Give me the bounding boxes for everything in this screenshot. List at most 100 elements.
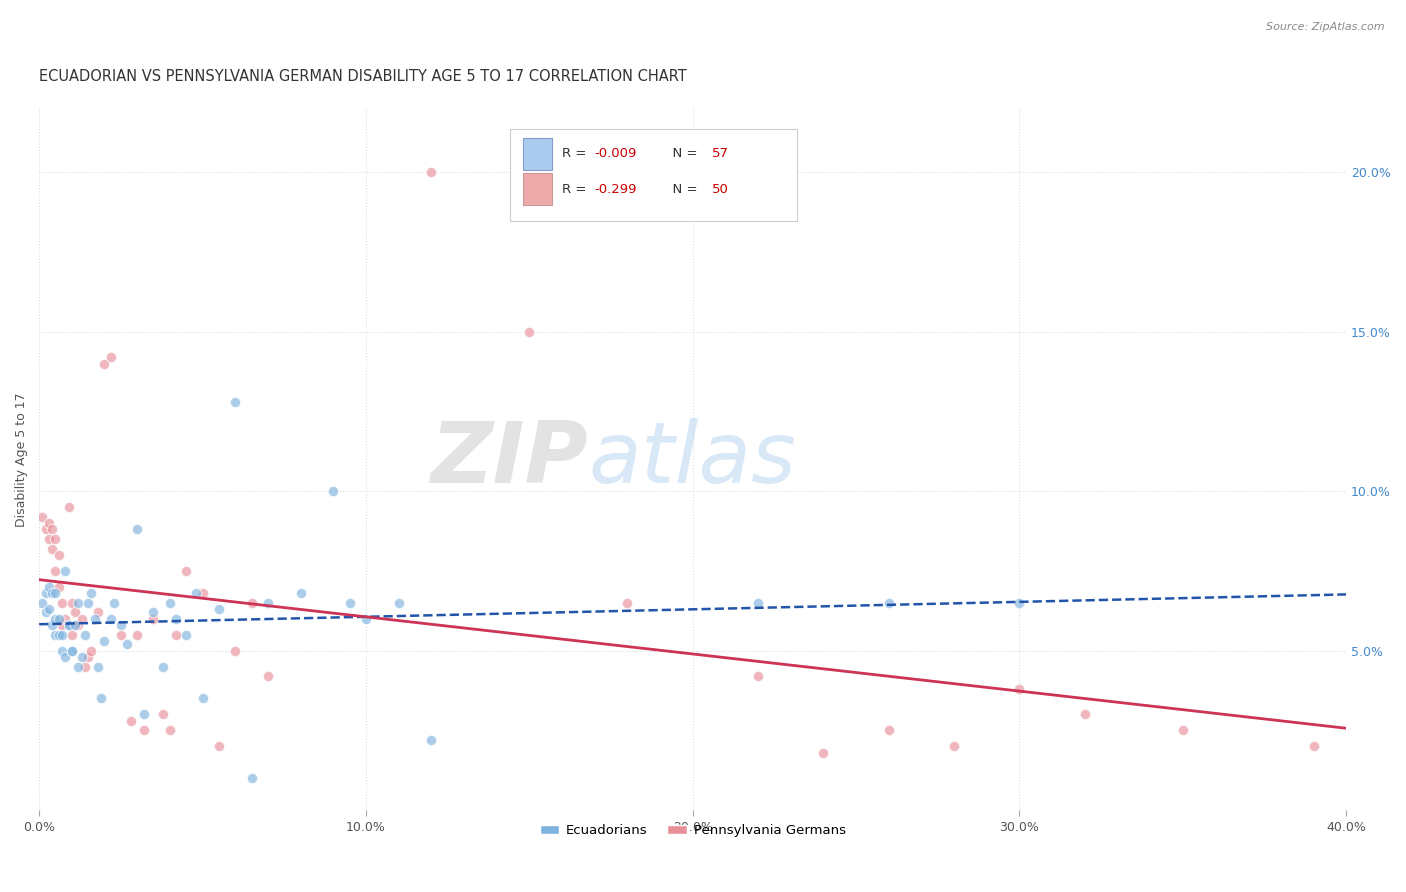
Point: [1074, 707, 1097, 722]
Point: [127, 523, 149, 537]
Point: [44, 564, 66, 578]
Point: [51, 618, 73, 632]
Point: [813, 746, 835, 760]
Text: 50: 50: [713, 183, 730, 195]
Point: [51, 596, 73, 610]
Point: [132, 707, 155, 722]
Point: [322, 484, 344, 499]
Point: [53, 564, 76, 578]
Point: [110, 628, 132, 642]
Text: N =: N =: [664, 147, 702, 161]
Point: [60, 643, 83, 657]
Point: [70, 612, 93, 626]
Text: ZIP: ZIP: [430, 417, 588, 500]
Point: [354, 612, 377, 626]
Point: [240, 771, 263, 785]
Point: [257, 669, 280, 683]
Text: N =: N =: [664, 183, 702, 195]
Point: [1008, 596, 1031, 610]
Point: [34, 523, 56, 537]
Point: [63, 605, 86, 619]
Text: R =: R =: [562, 183, 591, 195]
Text: -0.009: -0.009: [595, 147, 637, 161]
Point: [152, 707, 174, 722]
Point: [290, 586, 312, 600]
Point: [127, 628, 149, 642]
Point: [67, 596, 90, 610]
Point: [257, 596, 280, 610]
Point: [747, 669, 769, 683]
Point: [73, 659, 96, 673]
Point: [41, 586, 63, 600]
Point: [339, 596, 361, 610]
Text: R =: R =: [562, 147, 591, 161]
Point: [48, 580, 70, 594]
Text: 57: 57: [713, 147, 730, 161]
Point: [142, 612, 165, 626]
Text: atlas: atlas: [588, 417, 796, 500]
Point: [70, 650, 93, 665]
Point: [877, 723, 900, 738]
Point: [224, 394, 246, 409]
Point: [41, 523, 63, 537]
Point: [117, 637, 139, 651]
Point: [93, 634, 115, 648]
Point: [44, 628, 66, 642]
Point: [38, 532, 60, 546]
Point: [184, 586, 207, 600]
Point: [38, 516, 60, 530]
Text: ECUADORIAN VS PENNSYLVANIA GERMAN DISABILITY AGE 5 TO 17 CORRELATION CHART: ECUADORIAN VS PENNSYLVANIA GERMAN DISABI…: [39, 69, 688, 84]
Point: [420, 165, 443, 179]
Point: [165, 628, 187, 642]
Point: [165, 612, 187, 626]
Point: [60, 628, 83, 642]
Point: [73, 628, 96, 642]
Point: [191, 586, 214, 600]
Point: [48, 548, 70, 562]
Point: [80, 586, 103, 600]
Point: [747, 596, 769, 610]
Point: [142, 605, 165, 619]
Bar: [523, 173, 551, 205]
Point: [877, 596, 900, 610]
Point: [44, 586, 66, 600]
Text: Source: ZipAtlas.com: Source: ZipAtlas.com: [1267, 22, 1385, 32]
Point: [174, 628, 197, 642]
Point: [93, 357, 115, 371]
Point: [58, 618, 80, 632]
Text: -0.299: -0.299: [595, 183, 637, 195]
Point: [159, 596, 181, 610]
Point: [53, 650, 76, 665]
Point: [943, 739, 966, 754]
Point: [100, 612, 122, 626]
Point: [77, 596, 100, 610]
Point: [48, 612, 70, 626]
Point: [67, 659, 90, 673]
Point: [90, 691, 112, 706]
Point: [87, 659, 110, 673]
Point: [67, 618, 90, 632]
Point: [58, 500, 80, 514]
Point: [31, 596, 53, 610]
Point: [83, 612, 105, 626]
Point: [120, 714, 142, 728]
Point: [616, 596, 638, 610]
Point: [34, 605, 56, 619]
Point: [1302, 739, 1324, 754]
Point: [53, 612, 76, 626]
Point: [132, 723, 155, 738]
Point: [34, 586, 56, 600]
Point: [191, 691, 214, 706]
Point: [60, 643, 83, 657]
Point: [517, 325, 540, 339]
Point: [1008, 681, 1031, 696]
Point: [103, 596, 125, 610]
Legend: Ecuadorians, Pennsylvania Germans: Ecuadorians, Pennsylvania Germans: [534, 819, 851, 842]
Point: [38, 602, 60, 616]
FancyBboxPatch shape: [510, 129, 797, 220]
Point: [159, 723, 181, 738]
Point: [208, 602, 231, 616]
Point: [31, 509, 53, 524]
Y-axis label: Disability Age 5 to 17: Disability Age 5 to 17: [15, 392, 28, 526]
Point: [58, 618, 80, 632]
